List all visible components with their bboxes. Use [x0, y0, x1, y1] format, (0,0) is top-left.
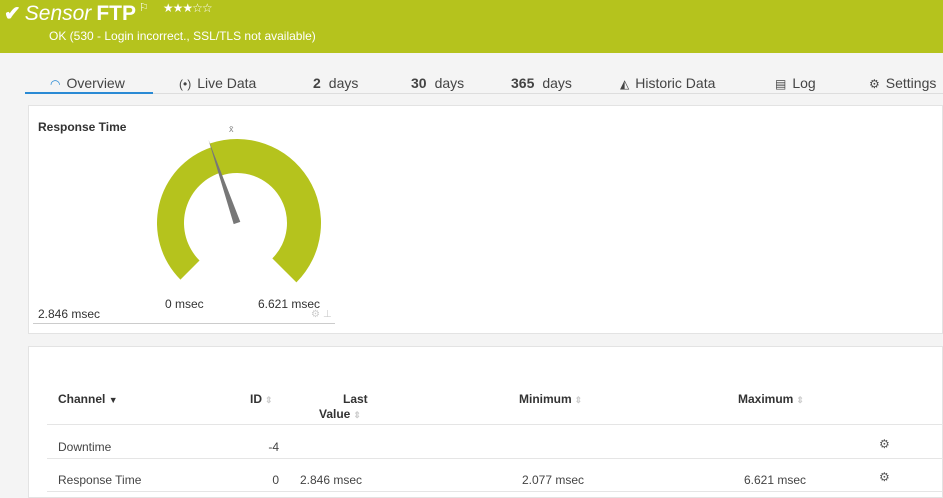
header-label: Minimum [519, 392, 572, 406]
cell-last-value: 2.846 msec [300, 473, 363, 487]
tab-num: 365 [511, 75, 535, 91]
gauge-icon: ◠ [50, 77, 61, 91]
header-label: Maximum [738, 392, 794, 406]
tab-label: Live Data [197, 75, 257, 91]
cell-id: -4 [268, 440, 279, 454]
log-icon: ▤ [775, 77, 787, 91]
sensor-word: Sensor [24, 2, 92, 25]
sort-icon: ⇕ [265, 395, 273, 405]
pin-icon[interactable]: ⊥ [323, 309, 332, 320]
tab-bar: ◠ Overview (•) Live Data 2 days 30 days 365 d… [25, 72, 943, 94]
gauge-arc-low [157, 147, 220, 280]
divider [47, 424, 943, 425]
tab-365-days[interactable]: 365 days [511, 75, 572, 91]
gauge-min-label: 0 msec [165, 297, 204, 311]
tab-2-days[interactable]: 2 days [313, 75, 358, 91]
column-header-last-value[interactable]: Value ⇕ [319, 407, 361, 421]
sort-icon: ⇕ [353, 410, 361, 420]
tab-label: Log [792, 75, 816, 91]
chart-icon: ◭ [620, 77, 630, 91]
live-icon: (•) [179, 77, 192, 91]
tab-label: days [328, 75, 359, 91]
cell-minimum: 2.077 msec [522, 473, 585, 487]
column-header-id[interactable]: ID ⇕ [250, 392, 273, 406]
divider [47, 458, 943, 459]
tab-num: 30 [411, 75, 427, 91]
cell-channel[interactable]: Response Time [58, 473, 142, 487]
gauge-title: Response Time [38, 120, 127, 134]
gauge-needle [208, 139, 241, 225]
gear-icon: ⚙ [869, 77, 880, 91]
tab-live-data[interactable]: (•) Live Data [179, 75, 256, 91]
divider [47, 491, 943, 492]
channel-settings-icon[interactable]: ⚙ [879, 470, 890, 484]
title-row: ✔ Sensor FTP ⚐ ★★★☆☆ [4, 1, 213, 26]
tab-num: 2 [313, 75, 321, 91]
tab-label: Overview [66, 75, 125, 91]
gauge-panel: Response Time x̄ 0 msec 6.621 msec 2.846… [28, 105, 943, 334]
tab-label: days [542, 75, 572, 91]
sensor-title: Sensor FTP [25, 2, 136, 26]
gauge-value: 2.846 msec [38, 307, 101, 321]
channel-table: Channel ▼ ID ⇕ Last Value ⇕ Minimum ⇕ Maxim… [28, 346, 943, 498]
cell-id: 0 [272, 473, 279, 487]
sort-icon: ⇕ [796, 395, 804, 405]
header-label: ID [250, 392, 262, 406]
header-label: Value [319, 407, 351, 421]
column-header-last[interactable]: Last [343, 392, 368, 406]
checkmark-icon: ✔ [4, 3, 21, 25]
header-label: Channel [58, 392, 106, 406]
column-header-minimum[interactable]: Minimum ⇕ [519, 392, 582, 406]
tab-label: days [434, 75, 465, 91]
tab-label: Settings [885, 75, 937, 91]
priority-stars[interactable]: ★★★☆☆ [162, 1, 213, 15]
sensor-header: ✔ Sensor FTP ⚐ ★★★☆☆ OK (530 - Login inco… [0, 0, 943, 53]
tab-historic-data[interactable]: ◭ Historic Data [620, 75, 715, 91]
column-header-maximum[interactable]: Maximum ⇕ [738, 392, 804, 406]
gauge-max-label: 6.621 msec [258, 297, 321, 311]
settings-icon[interactable]: ⚙ [311, 309, 320, 320]
tab-settings[interactable]: ⚙ Settings [869, 75, 936, 91]
divider [33, 323, 335, 324]
tab-30-days[interactable]: 30 days [411, 75, 464, 91]
tab-overview[interactable]: ◠ Overview [25, 75, 153, 94]
gauge-arc-high [209, 139, 322, 283]
sort-down-icon: ▼ [108, 395, 118, 405]
gauge-chart: x̄ [157, 124, 322, 283]
cell-channel[interactable]: Downtime [58, 440, 112, 454]
mean-marker: x̄ [229, 124, 234, 134]
channel-settings-icon[interactable]: ⚙ [879, 437, 890, 451]
status-text: OK (530 - Login incorrect., SSL/TLS not … [49, 29, 316, 43]
tab-log[interactable]: ▤ Log [775, 75, 816, 91]
sensor-name: FTP [96, 2, 136, 25]
column-header-channel[interactable]: Channel ▼ [58, 392, 118, 406]
flag-icon[interactable]: ⚐ [138, 2, 149, 14]
cell-maximum: 6.621 msec [744, 473, 807, 487]
sort-icon: ⇕ [574, 395, 583, 405]
tab-label: Historic Data [635, 75, 716, 91]
